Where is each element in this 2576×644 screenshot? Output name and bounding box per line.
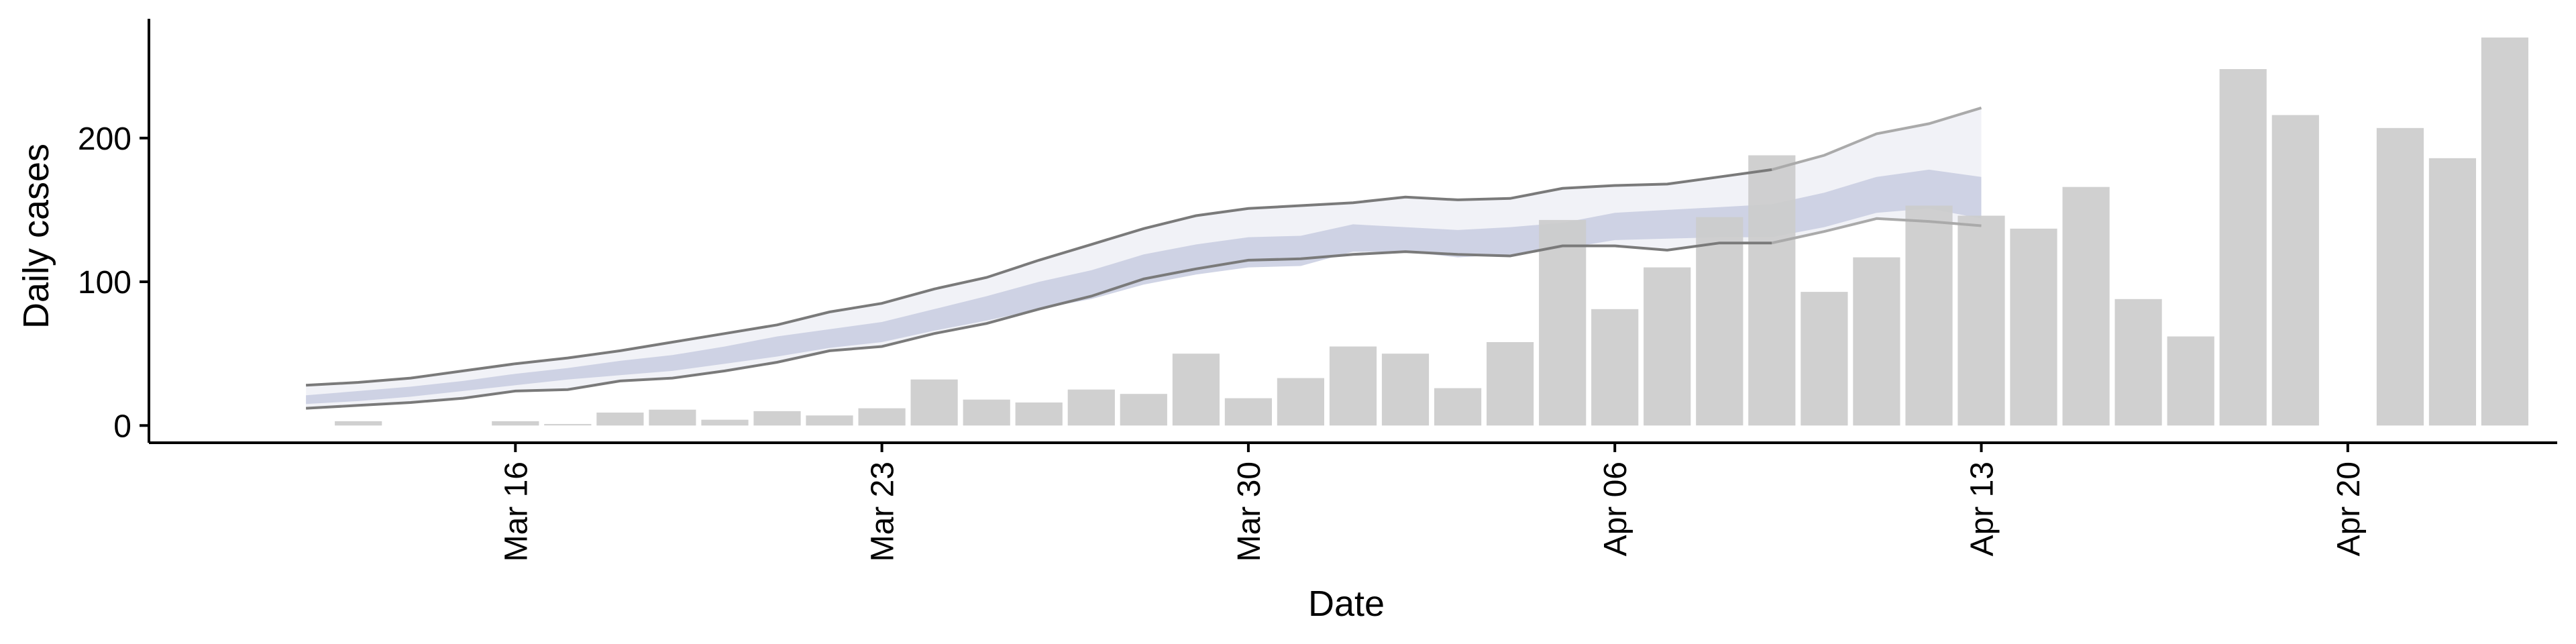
bar-2020-03-21 xyxy=(753,411,801,426)
estimate-lower-line-late xyxy=(1771,217,1982,245)
estimate-bounds-layer xyxy=(305,106,1982,410)
bar-2020-03-24 xyxy=(910,379,958,426)
x-tick-label-2020-03-30: Mar 30 xyxy=(1232,462,1267,561)
bar-2020-03-20 xyxy=(701,419,749,426)
bar-2020-04-18 xyxy=(2219,69,2267,426)
bar-layer xyxy=(335,37,2528,426)
bar-2020-03-16 xyxy=(492,421,539,426)
y-tick-label-0: 0 xyxy=(113,409,131,444)
bar-2020-04-08 xyxy=(1696,217,1743,426)
y-axis-title: Daily cases xyxy=(16,144,56,329)
bar-2020-04-09 xyxy=(1748,155,1796,426)
bar-2020-03-23 xyxy=(858,408,906,426)
bar-2020-04-21 xyxy=(2376,127,2424,426)
x-tick-label-2020-04-13: Apr 13 xyxy=(1965,462,2000,556)
axes-layer xyxy=(148,19,2557,444)
bar-2020-03-22 xyxy=(806,415,853,426)
bar-2020-03-31 xyxy=(1277,378,1324,426)
y-tick-label-100: 100 xyxy=(78,265,131,301)
bar-2020-04-03 xyxy=(1434,388,1482,426)
estimate-upper-line xyxy=(305,168,1772,387)
x-ticks: Mar 16 Mar 23 Mar 30 Apr 06 Apr 13 Apr 20 xyxy=(498,443,2367,561)
bar-2020-04-23 xyxy=(2481,37,2528,426)
bar-2020-03-29 xyxy=(1172,354,1220,426)
bar-2020-04-11 xyxy=(1853,257,1900,426)
bar-2020-03-19 xyxy=(649,409,696,426)
bar-2020-04-02 xyxy=(1381,354,1430,426)
bar-2020-04-05 xyxy=(1539,219,1587,426)
bar-2020-04-19 xyxy=(2271,115,2319,426)
bar-2020-03-27 xyxy=(1067,389,1115,426)
bar-2020-03-13 xyxy=(335,421,382,426)
x-tick-label-2020-03-16: Mar 16 xyxy=(498,462,534,561)
bar-2020-04-01 xyxy=(1329,346,1377,426)
bar-2020-04-10 xyxy=(1801,292,1848,426)
x-tick-label-2020-04-06: Apr 06 xyxy=(1598,462,1633,556)
bar-2020-04-16 xyxy=(2114,299,2162,426)
y-tick-label-200: 200 xyxy=(78,121,131,157)
estimate-lower-line xyxy=(305,241,1772,410)
y-ticks: 0 100 200 xyxy=(78,121,149,444)
bar-2020-03-25 xyxy=(963,399,1010,426)
bar-2020-04-12 xyxy=(1905,205,1953,426)
bar-2020-04-06 xyxy=(1591,309,1639,426)
bar-2020-04-22 xyxy=(2428,158,2476,426)
bar-2020-04-15 xyxy=(2062,186,2110,426)
x-tick-label-2020-04-20: Apr 20 xyxy=(2331,462,2367,556)
bar-2020-03-28 xyxy=(1120,394,1167,426)
bar-2020-03-30 xyxy=(1224,398,1272,426)
bar-2020-03-26 xyxy=(1015,402,1063,426)
bar-2020-04-14 xyxy=(2010,228,2057,426)
bar-2020-04-04 xyxy=(1487,342,1534,426)
x-tick-label-2020-03-23: Mar 23 xyxy=(865,462,901,561)
estimate-upper-line-late xyxy=(1771,106,1982,171)
bar-2020-03-18 xyxy=(596,413,644,426)
x-axis-title: Date xyxy=(1308,584,1385,624)
bar-2020-04-07 xyxy=(1644,267,1691,426)
bar-2020-04-17 xyxy=(2167,336,2214,426)
bar-2020-03-17 xyxy=(544,424,592,426)
bar-2020-04-13 xyxy=(1957,215,2005,426)
